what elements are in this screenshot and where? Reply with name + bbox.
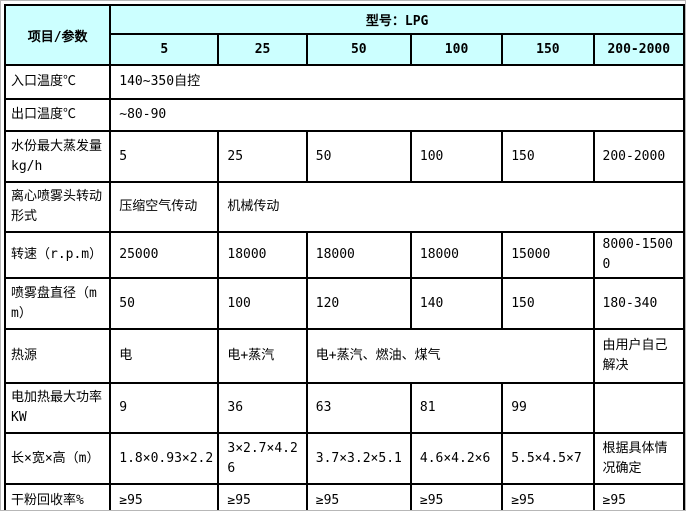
table-row: 干粉回收率% ≥95 ≥95 ≥95 ≥95 ≥95 ≥95 [3, 483, 685, 510]
value-cell: 5 [109, 130, 220, 183]
value-cell: ~80-90 [109, 98, 685, 132]
value-cell: 100 [217, 277, 308, 330]
row-label: 电加热最大功率KW [3, 382, 112, 434]
row-label: 出口温度℃ [3, 98, 112, 132]
column-header: 100 [409, 33, 504, 66]
value-cell: 5.5×4.5×7 [501, 432, 595, 485]
value-cell: 机械传动 [217, 181, 685, 233]
row-label: 转速（r.p.m） [3, 231, 112, 279]
model-header-cell: 型号：LPG [109, 4, 685, 35]
value-cell: 100 [409, 130, 504, 183]
value-cell: 36 [217, 382, 308, 434]
value-cell: 25 [217, 130, 308, 183]
value-cell: 电 [109, 328, 220, 384]
value-cell: 3.7×3.2×5.1 [305, 432, 412, 485]
table-row: 水份最大蒸发量kg/h 5 25 50 100 150 200-2000 [3, 130, 685, 183]
value-cell: 200-2000 [592, 130, 685, 183]
value-cell: ≥95 [409, 483, 504, 510]
value-cell [592, 382, 685, 434]
value-cell: 1.8×0.93×2.2 [109, 432, 220, 485]
value-cell: 150 [501, 130, 595, 183]
value-cell: 18000 [217, 231, 308, 279]
value-cell: 18000 [305, 231, 412, 279]
spec-table: 项目/参数 型号：LPG 5 25 50 100 150 200-2000 入口… [3, 4, 685, 510]
value-cell: ≥95 [501, 483, 595, 510]
table-row: 电加热最大功率KW 9 36 63 81 99 [3, 382, 685, 434]
header-row-columns: 5 25 50 100 150 200-2000 [5, 33, 685, 66]
value-cell: 8000-15000 [592, 231, 685, 279]
table-row: 离心喷雾头转动形式 压缩空气传动 机械传动 [3, 181, 685, 233]
value-cell: 25000 [109, 231, 220, 279]
value-cell: 电+蒸汽、燃油、煤气 [305, 328, 595, 384]
value-cell: 4.6×4.2×6 [409, 432, 504, 485]
value-cell: 压缩空气传动 [109, 181, 220, 233]
column-header: 150 [501, 33, 595, 66]
value-cell: 63 [305, 382, 412, 434]
value-cell: 140~350自控 [109, 64, 685, 100]
value-cell: 电+蒸汽 [217, 328, 308, 384]
column-header: 25 [217, 33, 308, 66]
value-cell: 180-340 [592, 277, 685, 330]
value-cell: ≥95 [217, 483, 308, 510]
value-cell: 3×2.7×4.26 [217, 432, 308, 485]
value-cell: ≥95 [305, 483, 412, 510]
column-header: 50 [305, 33, 412, 66]
value-cell: 140 [409, 277, 504, 330]
row-label: 长×宽×高（m） [3, 432, 112, 485]
value-cell: 18000 [409, 231, 504, 279]
column-header: 5 [109, 33, 220, 66]
table-row: 热源电电+蒸汽 电+蒸汽、燃油、煤气 由用户自己解决 [3, 328, 685, 384]
table-row: 入口温度℃ 140~350自控 [3, 64, 685, 100]
table-row: 喷雾盘直径（mm） 50 100 120 140 150 180-340 [3, 277, 685, 330]
value-cell: 50 [109, 277, 220, 330]
value-cell: 50 [305, 130, 412, 183]
value-cell: ≥95 [109, 483, 220, 510]
table-row: 出口温度℃ ~80-90 [3, 98, 685, 132]
value-cell: 99 [501, 382, 595, 434]
spec-table-body: 入口温度℃ 140~350自控 出口温度℃ ~80-90 水份最大蒸发量kg/h 5 25 5… [3, 64, 685, 510]
table-row: 长×宽×高（m） 1.8×0.93×2.2 3×2.7×4.26 3.7×3.2×5.… [3, 432, 685, 485]
value-cell: 81 [409, 382, 504, 434]
table-row: 转速（r.p.m） 25000 18000 18000 18000 15000 8000-1… [3, 231, 685, 279]
value-cell: 根据具体情况确定 [592, 432, 685, 485]
column-header: 200-2000 [592, 33, 685, 66]
value-cell: 120 [305, 277, 412, 330]
value-cell: 15000 [501, 231, 595, 279]
row-label: 入口温度℃ [3, 64, 112, 100]
row-label: 离心喷雾头转动形式 [3, 181, 112, 233]
value-cell: 9 [109, 382, 220, 434]
corner-header-cell: 项目/参数 [3, 4, 112, 66]
value-cell: 150 [501, 277, 595, 330]
row-label: 热源 [3, 328, 112, 384]
row-label: 喷雾盘直径（mm） [3, 277, 112, 330]
row-label: 干粉回收率% [3, 483, 112, 510]
header-row-model: 项目/参数 型号：LPG [3, 4, 685, 66]
value-cell: 由用户自己解决 [592, 328, 685, 384]
spec-table-header: 项目/参数 型号：LPG 5 25 50 100 150 200-2000 [3, 4, 685, 66]
row-label: 水份最大蒸发量kg/h [3, 130, 112, 183]
value-cell: ≥95 [592, 483, 685, 510]
